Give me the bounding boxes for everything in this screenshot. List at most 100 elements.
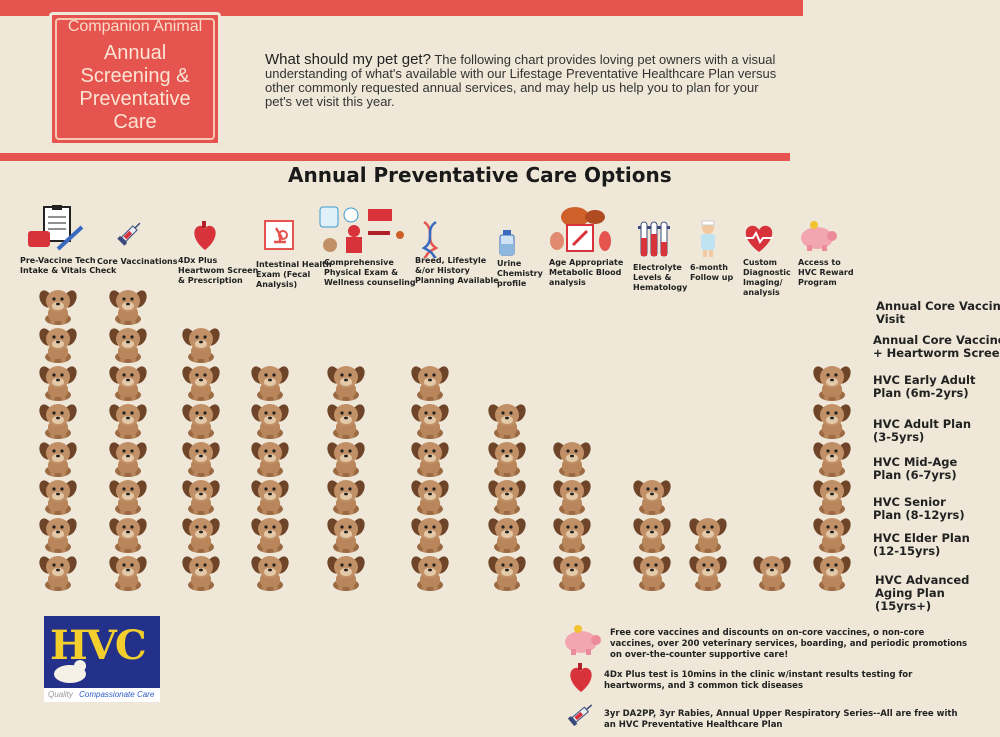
dog-icon [248,553,292,591]
dog-icon [810,477,854,515]
heart-icon [570,663,592,692]
column-header: Pre-Vaccine Tech Intake & Vitals Check [20,256,117,275]
dog-icon [550,477,594,515]
test-tubes-icon [637,220,671,265]
piggy-bank-icon [565,625,601,655]
legend-text: 3yr DA2PP, 3yr Rabies, Annual Upper Resp… [604,709,958,731]
organs-icon [545,205,615,266]
column-header: Comprehensive Physical Exam & Wellness cou… [324,258,416,287]
dog-icon [248,477,292,515]
column-header: Breed, Lifestyle &/or History Planning Ava… [415,256,499,285]
column-header: Custom Diagnostic Imaging/analysis [743,258,791,297]
dog-icon [810,553,854,591]
microscope-icon [264,220,294,255]
dog-icon [324,439,368,477]
dna-icon [420,220,440,263]
row-header: HVC Advanced Aging Plan (15yrs+) [875,573,970,613]
clipboard-icon [28,205,88,258]
badge-title-line: Annual [103,42,167,64]
row-header: HVC Adult Plan (3-5yrs) [873,417,972,444]
dog-icon [179,363,223,401]
dog-icon [106,363,150,401]
logo-dog-icon [54,660,86,683]
dog-icon [106,401,150,439]
legend-text: Free core vaccines and discounts on on-c… [610,628,967,661]
syringe-icon [567,704,593,727]
legend-line: 4Dx Plus test is 10mins in the clinic w/… [604,670,913,680]
dog-icon [630,515,674,553]
dog-icon [106,477,150,515]
dog-icon [810,363,854,401]
column-header: Core Vaccinations [97,257,178,266]
dog-icon [36,439,80,477]
badge-title-line: Screening & [80,65,190,87]
column-header: 4Dx Plus Heartwom Screen & Prescription [178,256,259,285]
dog-icon [550,515,594,553]
dog-icon [248,515,292,553]
legend-line: Free core vaccines and discounts on on-c… [610,628,925,638]
legend-text: 4Dx Plus test is 10mins in the clinic w/… [604,670,912,692]
dog-icon [485,553,529,591]
dog-icon [810,515,854,553]
dog-icon [179,477,223,515]
dog-icon [630,477,674,515]
logo-wordmark: HVC [50,622,147,669]
logo-tagline-b: Compassionate Care [79,690,155,699]
title-badge: Companion Animal Annual Screening & Prev… [49,12,221,146]
badge-border [55,18,215,140]
column-header: Urine Chemistry profile [497,259,543,288]
dog-icon [324,553,368,591]
dog-icon [810,401,854,439]
row-header: Annual Core Vaccines + Heartworm Screen [873,333,1000,360]
badge-title-line: Care [113,111,157,133]
dog-icon [485,401,529,439]
row-header: HVC Elder Plan (12-15yrs) [873,531,970,558]
syringe-icon [115,218,145,253]
dog-icon [179,515,223,553]
dog-icon [550,439,594,477]
dog-icon [106,515,150,553]
dog-icon [485,477,529,515]
dog-icon [408,477,452,515]
dog-icon [179,553,223,591]
divider-bar [0,153,790,161]
dog-icon [485,439,529,477]
dog-icon [36,363,80,401]
intro-text: The following chart provides loving pet … [265,52,777,109]
heartbeat-icon [741,222,777,259]
heart-icon [190,220,220,257]
dog-icon [408,553,452,591]
column-header: Access to HVC Reward Program [798,258,854,287]
dog-icon [106,553,150,591]
dog-icon [686,515,730,553]
dog-icon [106,325,150,363]
row-header: Annual Core Vaccine Visit [876,299,1000,326]
dog-icon [408,515,452,553]
row-header: HVC Senior Plan (8-12yrs) [873,495,965,522]
badge-subtitle: Companion Animal [67,18,203,35]
dog-icon [324,401,368,439]
dog-icon [36,401,80,439]
column-header: Age Appropriate Metabolic Blood analysis [549,258,624,287]
dog-icon [248,439,292,477]
dog-icon [36,515,80,553]
legend-line: on over-the-counter supportive care! [610,650,789,660]
dog-icon [36,287,80,325]
column-header: 6-month Follow up [690,263,734,282]
dog-icon [485,515,529,553]
nurse-icon [697,220,719,263]
exam-icon [318,205,408,260]
intro-paragraph: What should my pet get? The following ch… [265,52,785,109]
dog-icon [750,553,794,591]
badge-title-line: Preventative [79,88,191,110]
dog-icon [408,363,452,401]
dog-icon [408,439,452,477]
dog-icon [630,553,674,591]
logo-tagline-a: Quality [48,690,73,699]
column-header: Intestinal Health Exam (Fecal Analysis) [256,260,332,289]
dog-icon [408,401,452,439]
column-header: Electrolyte Levels & Hematology [633,263,688,292]
legend-line: heartworms, and 3 common tick diseases [604,681,804,691]
dog-icon [324,477,368,515]
logo-tagline: Quality Compassionate Care [44,688,160,702]
